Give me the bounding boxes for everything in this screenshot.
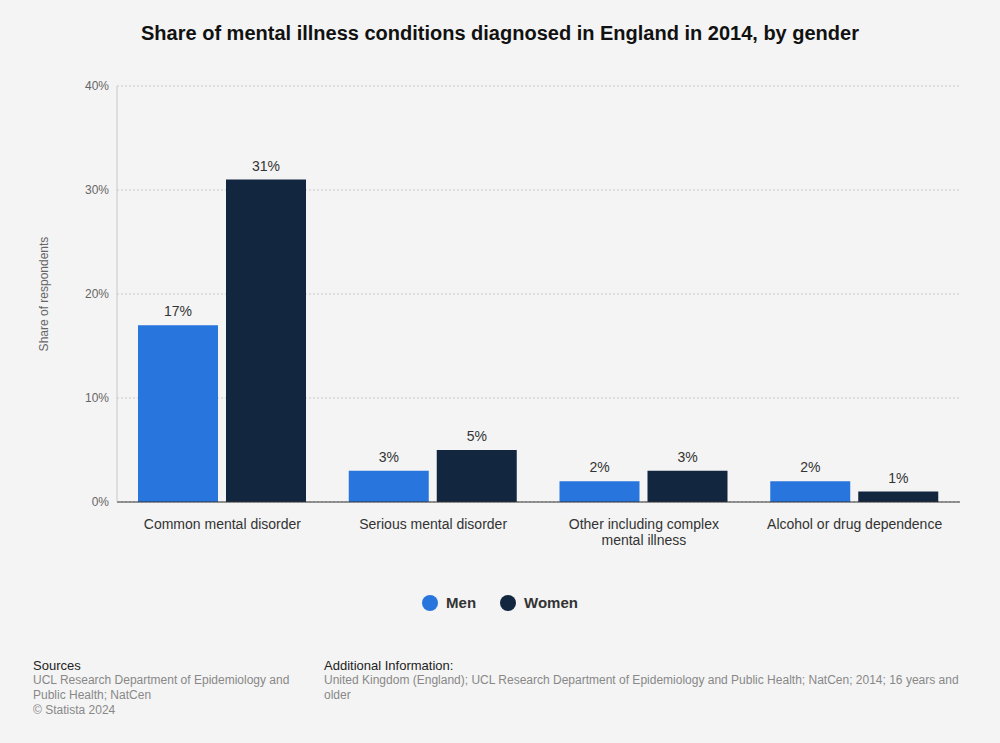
html-text:© Statista 2024: © Statista 2024 [33, 703, 116, 717]
svg-text:2%: 2% [800, 459, 820, 475]
svg-text:1%: 1% [888, 470, 908, 486]
svg-text:Serious mental disorder: Serious mental disorder [359, 516, 507, 532]
html-text:United Kingdom (England); UCL: United Kingdom (England); UCL Research D… [324, 673, 959, 702]
svg-text:3%: 3% [379, 449, 399, 465]
svg-text:3%: 3% [677, 449, 697, 465]
html-text:Men: Men [446, 594, 476, 611]
svg-text:Common mental disorder: Common mental disorder [144, 516, 302, 532]
svg-text:Other including complexmental: Other including complexmental illness [569, 516, 719, 548]
svg-text:Share of respondents: Share of respondents [37, 237, 51, 352]
svg-text:31%: 31% [252, 158, 280, 174]
svg-text:30%: 30% [85, 183, 109, 197]
svg-text:Alcohol or drug dependence: Alcohol or drug dependence [767, 516, 942, 532]
svg-text:5%: 5% [467, 428, 487, 444]
html-text:UCL Research Department of Epi: UCL Research Department of Epidemiology … [33, 673, 290, 702]
html-text:Women: Women [524, 594, 578, 611]
html-text:Sources: Sources [33, 658, 81, 673]
svg-text:20%: 20% [85, 287, 109, 301]
svg-text:2%: 2% [589, 459, 609, 475]
svg-text:17%: 17% [164, 303, 192, 319]
html-text:Additional Information:: Additional Information: [324, 658, 454, 673]
html-text:Share of mental illness condit: Share of mental illness conditions diagn… [141, 22, 859, 44]
svg-text:10%: 10% [85, 391, 109, 405]
svg-text:0%: 0% [92, 495, 110, 509]
svg-text:40%: 40% [85, 79, 109, 93]
